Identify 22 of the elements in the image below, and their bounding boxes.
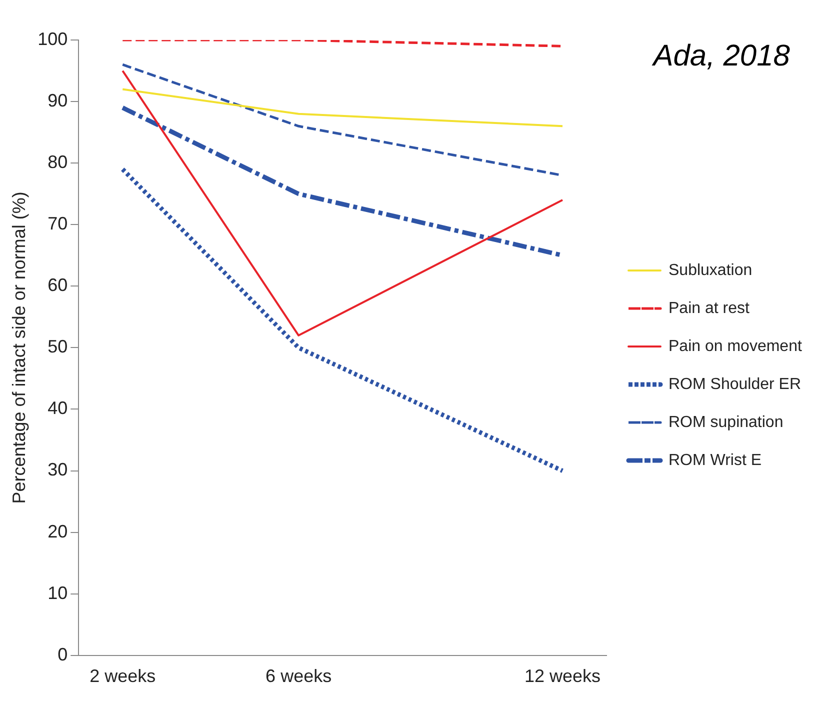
y-tick-label: 20 xyxy=(48,521,68,542)
legend-label: ROM Wrist E xyxy=(668,452,762,469)
y-tick-label: 50 xyxy=(48,336,68,357)
legend-label: Pain on movement xyxy=(668,338,802,355)
legend-label: Subluxation xyxy=(668,262,752,279)
x-tick-label: 2 weeks xyxy=(90,666,156,686)
legend-label: Pain at rest xyxy=(668,300,750,317)
y-tick-label: 60 xyxy=(48,275,68,296)
y-tick-label: 100 xyxy=(38,28,68,49)
y-tick-label: 40 xyxy=(48,398,68,418)
y-tick-label: 90 xyxy=(48,90,68,111)
y-tick-label: 80 xyxy=(48,152,68,172)
text: Ada, 2018 xyxy=(651,39,790,72)
y-tick-label: 10 xyxy=(48,582,68,603)
legend-label: ROM Shoulder ER xyxy=(668,376,801,393)
y-tick-label: 70 xyxy=(48,214,68,234)
legend-label: ROM supination xyxy=(668,414,784,431)
y-axis-title: Percentage of intact side or normal (%) xyxy=(8,192,29,504)
y-tick-label: 30 xyxy=(48,460,68,480)
x-tick-label: 12 weeks xyxy=(524,666,601,686)
y-tick-label: 0 xyxy=(58,644,68,664)
x-tick-label: 6 weeks xyxy=(266,666,332,686)
